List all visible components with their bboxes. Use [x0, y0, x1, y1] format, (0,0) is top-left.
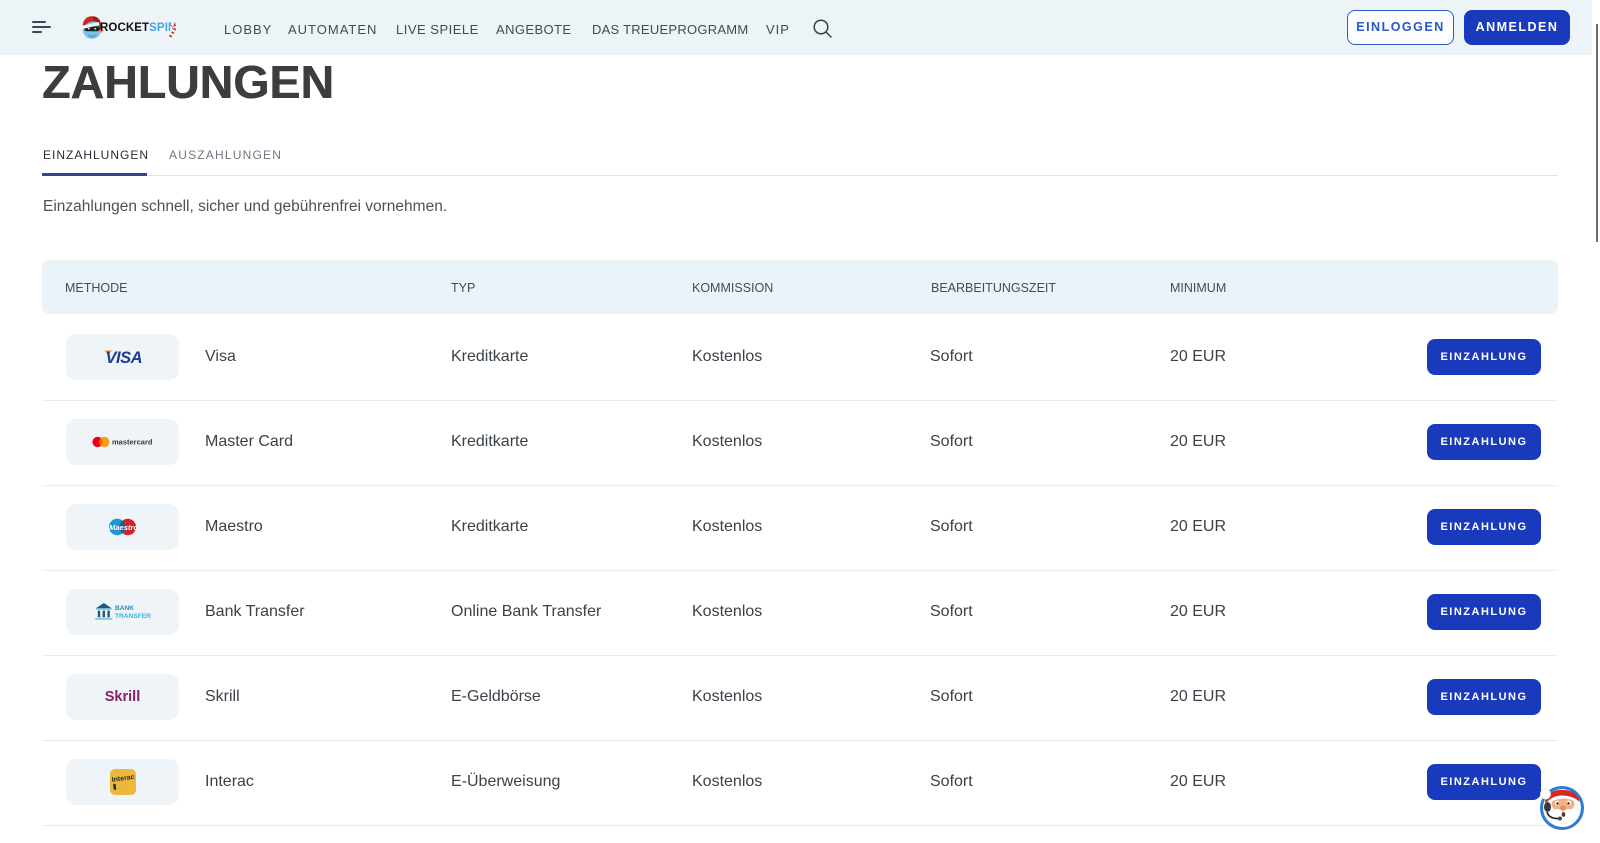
- svg-text:Interac: Interac: [111, 773, 135, 783]
- svg-text:TRANSFER: TRANSFER: [115, 613, 151, 620]
- svg-text:mastercard: mastercard: [112, 437, 153, 446]
- svg-text:Maestro: Maestro: [109, 523, 138, 532]
- svg-text:VISA: VISA: [105, 349, 142, 366]
- svg-text:BANK: BANK: [115, 605, 134, 612]
